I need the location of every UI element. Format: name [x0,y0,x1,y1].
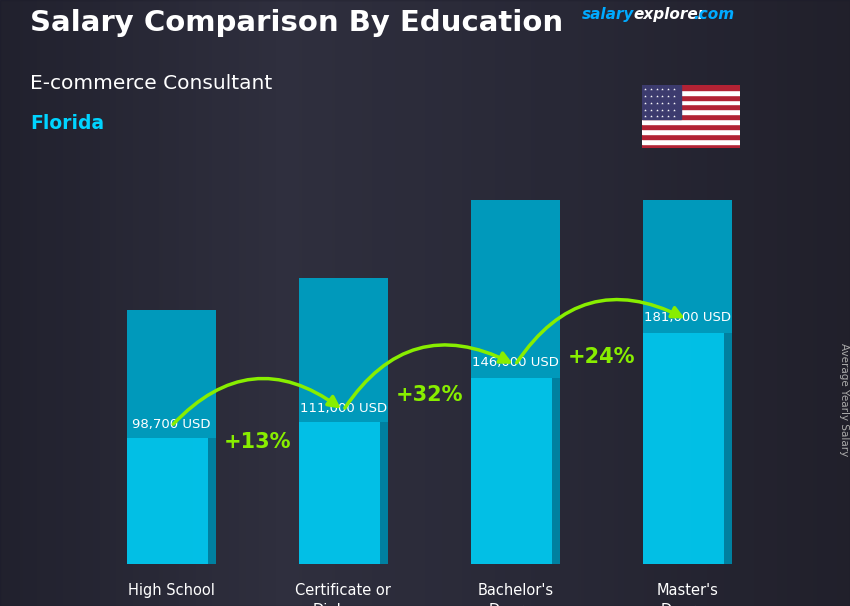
Text: Florida: Florida [30,114,104,133]
Text: 111,000 USD: 111,000 USD [300,402,387,415]
Bar [642,90,740,95]
Text: .com: .com [694,7,734,22]
Bar [552,375,560,564]
Bar [642,95,740,99]
Bar [642,99,740,104]
Bar [642,85,740,90]
Text: explorer: explorer [633,7,706,22]
Text: 98,700 USD: 98,700 USD [132,418,211,430]
Bar [642,85,681,119]
Bar [208,436,216,564]
Bar [471,375,560,564]
Bar [642,104,740,109]
Text: 181,000 USD: 181,000 USD [643,311,731,324]
Bar [298,278,388,422]
Bar [642,109,740,114]
Bar [642,119,740,124]
Text: Salary Comparison By Education: Salary Comparison By Education [30,9,563,37]
Text: salary: salary [582,7,635,22]
Bar [642,124,740,129]
Bar [127,310,216,438]
Bar [298,420,388,564]
Bar [724,329,732,564]
Bar [643,99,732,333]
Bar [127,436,216,564]
Text: Average Yearly Salary: Average Yearly Salary [839,344,849,456]
Text: +32%: +32% [395,385,463,405]
Bar [380,420,388,564]
Text: E-commerce Consultant: E-commerce Consultant [30,74,272,93]
Bar [642,129,740,134]
Text: +13%: +13% [224,431,291,451]
Bar [642,134,740,139]
Bar [642,144,740,148]
Bar [642,114,740,119]
Text: 146,000 USD: 146,000 USD [472,356,558,369]
Text: +24%: +24% [568,347,635,367]
Bar [643,329,732,564]
Bar [642,139,740,144]
Bar [471,188,560,378]
